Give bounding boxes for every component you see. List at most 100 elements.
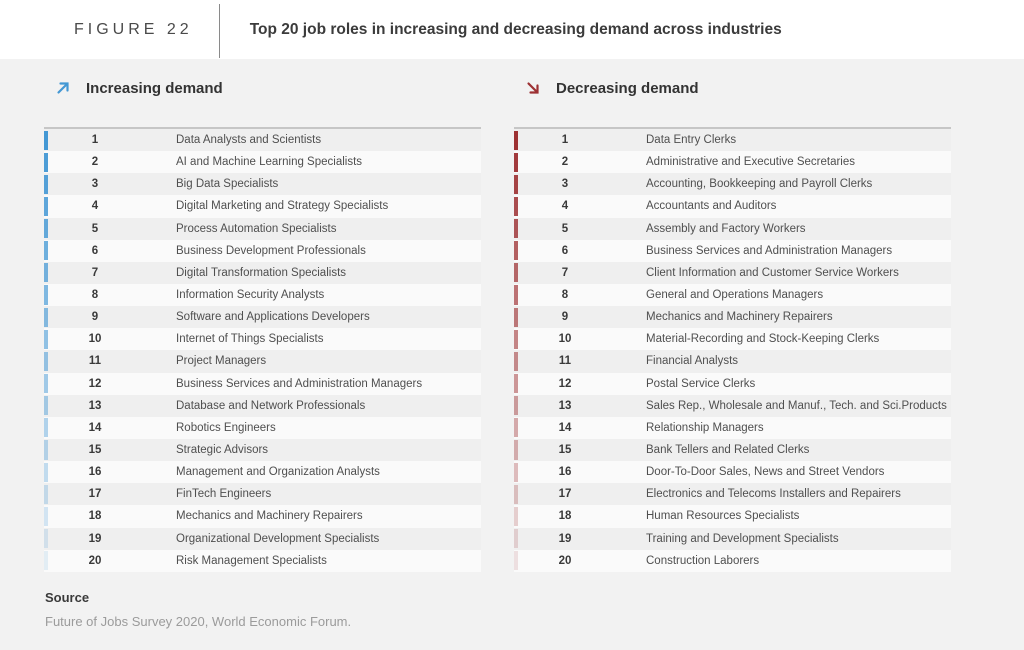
panel-heading-label: Decreasing demand: [556, 79, 699, 97]
demand-table: 1 Data Analysts and Scientists 2 AI and …: [44, 127, 481, 572]
demand-bar: [44, 351, 48, 372]
role-cell: FinTech Engineers: [176, 488, 272, 501]
table-row: 3 Accounting, Bookkeeping and Payroll Cl…: [514, 173, 951, 196]
demand-bar: [514, 551, 518, 571]
rank-cell: 11: [88, 355, 102, 368]
rank-cell: 15: [88, 444, 102, 457]
table-row: 19 Training and Development Specialists: [514, 527, 951, 550]
demand-bar: [514, 219, 518, 239]
table-row: 9 Software and Applications Developers: [44, 306, 481, 329]
figure-number-label: FIGURE 22: [74, 20, 193, 38]
source-block: Source Future of Jobs Survey 2020, World…: [45, 590, 351, 629]
demand-table: 1 Data Entry Clerks 2 Administrative and…: [514, 127, 951, 572]
table-row: 14 Robotics Engineers: [44, 416, 481, 439]
role-cell: Management and Organization Analysts: [176, 466, 380, 479]
role-cell: Administrative and Executive Secretaries: [646, 156, 856, 169]
table-row: 5 Assembly and Factory Workers: [514, 217, 951, 240]
role-cell: Database and Network Professionals: [176, 399, 366, 412]
demand-bar: [44, 418, 48, 438]
role-cell: Risk Management Specialists: [176, 554, 327, 567]
rank-cell: 8: [561, 289, 569, 302]
demand-bar: [44, 174, 48, 194]
panel-heading: Increasing demand: [55, 78, 481, 98]
rank-cell: 3: [91, 178, 99, 191]
demand-bar: [514, 506, 518, 527]
rank-cell: 11: [558, 355, 572, 368]
figure-title: Top 20 job roles in increasing and decre…: [249, 20, 782, 38]
role-cell: Client Information and Customer Service …: [646, 266, 899, 279]
rank-cell: 18: [88, 510, 102, 523]
table-row: 20 Risk Management Specialists: [44, 549, 481, 572]
role-cell: Software and Applications Developers: [176, 311, 370, 324]
demand-bar: [44, 130, 48, 150]
table-row: 11 Financial Analysts: [514, 350, 951, 373]
demand-bar: [44, 484, 48, 504]
table-row: 1 Data Entry Clerks: [514, 129, 951, 152]
rank-cell: 14: [88, 421, 102, 434]
demand-bar: [514, 130, 518, 150]
rank-cell: 20: [558, 554, 572, 567]
table-row: 11 Project Managers: [44, 350, 481, 373]
demand-bar: [44, 285, 48, 305]
rank-cell: 16: [558, 466, 572, 479]
demand-bar: [514, 196, 518, 217]
role-cell: Business Services and Administration Man…: [176, 377, 423, 390]
demand-panel: Increasing demand 1 Data Analysts and Sc…: [44, 78, 481, 572]
role-cell: Strategic Advisors: [176, 444, 269, 457]
table-row: 19 Organizational Development Specialist…: [44, 527, 481, 550]
role-cell: Door-To-Door Sales, News and Street Vend…: [646, 466, 885, 479]
rank-cell: 1: [91, 134, 99, 147]
table-row: 4 Digital Marketing and Strategy Special…: [44, 195, 481, 218]
demand-bar: [44, 196, 48, 217]
demand-bar: [514, 329, 518, 349]
rank-cell: 7: [561, 266, 569, 279]
table-row: 6 Business Development Professionals: [44, 239, 481, 262]
rank-cell: 10: [558, 333, 572, 346]
role-cell: Business Services and Administration Man…: [646, 244, 893, 257]
role-cell: Sales Rep., Wholesale and Manuf., Tech. …: [646, 399, 947, 412]
role-cell: Robotics Engineers: [176, 421, 276, 434]
source-text: Future of Jobs Survey 2020, World Econom…: [45, 614, 352, 629]
rank-cell: 14: [558, 421, 572, 434]
role-cell: AI and Machine Learning Specialists: [176, 156, 363, 169]
rank-cell: 6: [91, 244, 99, 257]
rank-cell: 6: [561, 244, 569, 257]
rank-cell: 17: [88, 488, 102, 501]
role-cell: Assembly and Factory Workers: [646, 222, 806, 235]
table-row: 1 Data Analysts and Scientists: [44, 129, 481, 152]
role-cell: Process Automation Specialists: [176, 222, 337, 235]
rank-cell: 9: [561, 311, 569, 324]
table-row: 18 Mechanics and Machinery Repairers: [44, 505, 481, 528]
rank-cell: 12: [558, 377, 572, 390]
rank-cell: 4: [561, 200, 569, 213]
demand-bar: [44, 307, 48, 327]
rank-cell: 20: [88, 554, 102, 567]
rank-cell: 5: [561, 222, 569, 235]
rank-cell: 17: [558, 488, 572, 501]
demand-panel: Decreasing demand 1 Data Entry Clerks 2 …: [514, 78, 951, 572]
role-cell: Accountants and Auditors: [646, 200, 777, 213]
demand-bar: [514, 396, 518, 416]
rank-cell: 1: [561, 134, 569, 147]
rank-cell: 13: [88, 399, 102, 412]
role-cell: Relationship Managers: [646, 421, 764, 434]
table-row: 14 Relationship Managers: [514, 416, 951, 439]
table-row: 13 Sales Rep., Wholesale and Manuf., Tec…: [514, 394, 951, 417]
table-row: 17 FinTech Engineers: [44, 483, 481, 506]
rank-cell: 18: [558, 510, 572, 523]
table-row: 2 Administrative and Executive Secretari…: [514, 151, 951, 174]
table-row: 9 Mechanics and Machinery Repairers: [514, 306, 951, 329]
role-cell: Accounting, Bookkeeping and Payroll Cler…: [646, 178, 873, 191]
demand-bar: [44, 396, 48, 416]
table-row: 8 General and Operations Managers: [514, 283, 951, 307]
demand-bar: [44, 529, 48, 549]
demand-bar: [44, 551, 48, 571]
table-row: 12 Postal Service Clerks: [514, 372, 951, 395]
role-cell: Postal Service Clerks: [646, 377, 756, 390]
demand-bar: [44, 329, 48, 349]
rank-cell: 13: [558, 399, 572, 412]
role-cell: Human Resources Specialists: [646, 510, 800, 523]
table-row: 18 Human Resources Specialists: [514, 505, 951, 528]
down-right-arrow-icon: [527, 82, 539, 94]
table-row: 4 Accountants and Auditors: [514, 195, 951, 218]
